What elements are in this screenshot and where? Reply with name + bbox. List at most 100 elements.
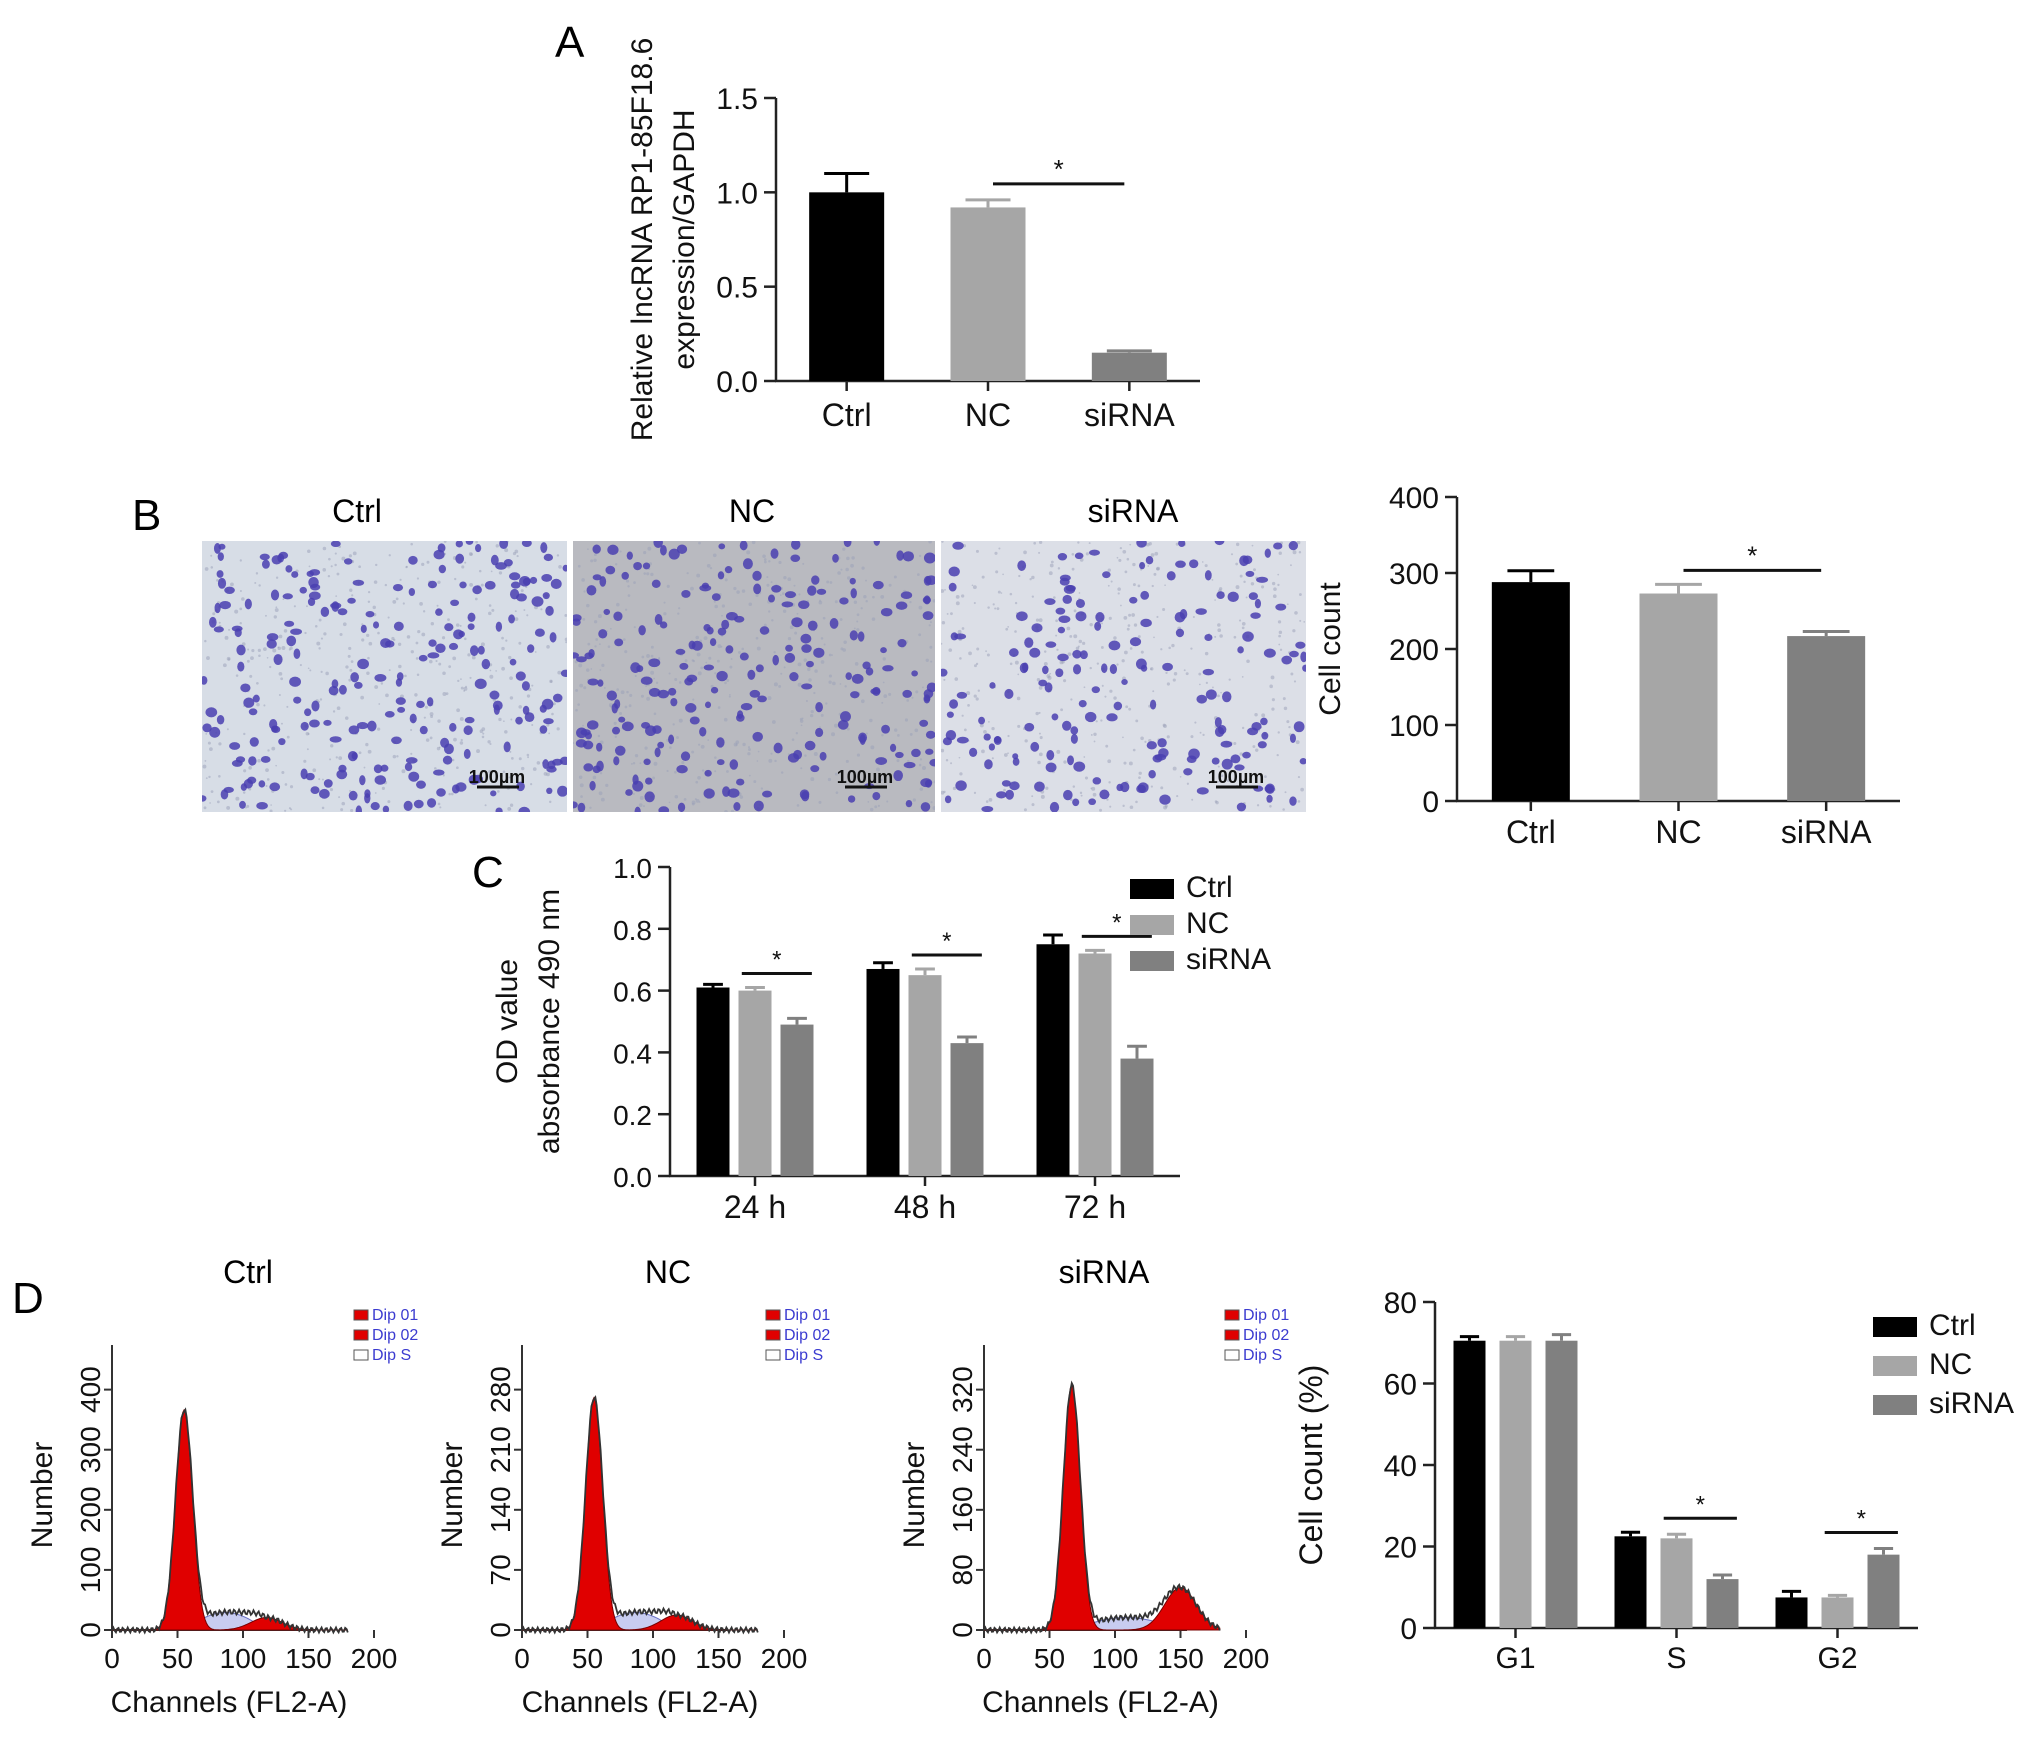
micrograph-stained-cell [356, 722, 369, 730]
micrograph-stained-cell [515, 671, 526, 681]
micrograph-stained-cell [1067, 755, 1074, 766]
micrograph-stained-cell [771, 585, 782, 593]
micrograph-stained-cell [323, 719, 332, 726]
micrograph-pore [505, 639, 508, 642]
micrograph-pore [639, 796, 644, 800]
micrograph-pore [1277, 573, 1280, 576]
micrograph-pore [1204, 564, 1208, 568]
micrograph-pore [918, 763, 922, 767]
micrograph-pore [717, 706, 721, 709]
micrograph-pore [782, 592, 785, 595]
micrograph-stained-cell [1022, 662, 1029, 673]
micrograph-pore [1104, 695, 1107, 698]
micrograph-stained-cell [742, 558, 753, 570]
micrograph-pore [374, 792, 377, 794]
micrograph-pore [1007, 625, 1010, 628]
micrograph-pore [278, 634, 283, 639]
micrograph-pore [597, 734, 601, 738]
micrograph-stained-cell [348, 790, 358, 801]
micrograph-stained-cell [699, 726, 707, 737]
micrograph-pore [918, 605, 923, 610]
flow-sirna-y-tick-label: 0 [947, 1622, 978, 1638]
micrograph-pore [581, 578, 585, 582]
micrograph-stained-cell [606, 690, 618, 701]
micrograph-pore [1166, 682, 1170, 686]
micrograph-pore [597, 614, 602, 619]
micrograph-pore [692, 698, 695, 701]
micrograph-pore [507, 806, 512, 811]
flow-nc-x-tick-label: 100 [630, 1643, 677, 1674]
micrograph-stained-cell [435, 643, 446, 654]
micrograph-pore [678, 681, 682, 684]
micrograph-pore [771, 720, 776, 724]
micrograph-stained-cell [455, 782, 467, 792]
micrograph-stained-cell [685, 703, 697, 713]
micrograph-pore [595, 638, 599, 641]
micrograph-ctrl: 100µm [202, 541, 567, 812]
micrograph-pore [663, 612, 667, 616]
micrograph-stained-cell [382, 805, 390, 812]
micrograph-stained-cell [996, 791, 1007, 799]
micrograph-pore [592, 775, 597, 780]
micrograph-pore [1271, 698, 1275, 702]
micrograph-stained-cell [435, 608, 443, 616]
micrograph-pore [575, 688, 579, 692]
micrograph-pore [839, 618, 843, 621]
micrograph-pore [1241, 626, 1245, 630]
micrograph-pore [548, 732, 551, 735]
micrograph-pore [319, 698, 323, 701]
micrograph-pore [1118, 558, 1122, 562]
micrograph-pore [417, 630, 421, 634]
micrograph-stained-cell [310, 583, 321, 591]
micrograph-pore [518, 641, 522, 645]
micrograph-pore [930, 660, 933, 663]
micrograph-pore [996, 607, 1000, 611]
micrograph-stained-cell [926, 682, 935, 693]
micrograph-stained-cell [626, 551, 633, 560]
micrograph-stained-cell [453, 629, 464, 640]
micrograph-pore [434, 767, 437, 770]
micrograph-pore [481, 735, 485, 739]
micrograph-pore [973, 694, 977, 698]
micrograph-pore [672, 723, 675, 726]
flow-nc-y-tick-label: 210 [485, 1426, 516, 1473]
micrograph-pore [1253, 568, 1256, 572]
micrograph-stained-cell [219, 600, 231, 610]
micrograph-pore [448, 665, 452, 669]
micrograph-stained-cell [1140, 590, 1150, 600]
flow-nc-legend-swatch [765, 1329, 781, 1341]
micrograph-stained-cell [213, 626, 224, 633]
micrograph-pore [1153, 636, 1155, 639]
micrograph-pore [1138, 776, 1141, 780]
micrograph-pore [266, 778, 270, 781]
micrograph-pore [630, 762, 633, 765]
micrograph-pore [1273, 587, 1277, 591]
micrograph-pore [320, 637, 324, 640]
micrograph-stained-cell [807, 585, 817, 596]
micrograph-stained-cell [597, 679, 604, 687]
micrograph-stained-cell [941, 668, 948, 677]
micrograph-pore [860, 699, 865, 704]
flow-nc-dip-01-peak [522, 1396, 758, 1631]
flow-ctrl-histogram-outline [111, 1407, 349, 1635]
micrograph-stained-cell [949, 699, 959, 709]
micrograph-stained-cell [433, 769, 445, 776]
micrograph-pore [281, 645, 286, 650]
micrograph-pore [1106, 798, 1109, 801]
micrograph-stained-cell [1205, 689, 1217, 700]
micrograph-pore [323, 632, 327, 636]
micrograph-stained-cell [586, 720, 599, 730]
micrograph-pore [358, 565, 361, 569]
micrograph-pore [414, 693, 418, 697]
chart-d-legend-label-nc: NC [1929, 1348, 1972, 1381]
micrograph-pore [358, 751, 362, 755]
micrograph-stained-cell [716, 670, 728, 682]
flow-ctrl-y-tick-label: 200 [75, 1486, 106, 1533]
micrograph-stained-cell [1159, 794, 1171, 805]
micrograph-pore [803, 658, 808, 662]
micrograph-pore [206, 656, 210, 660]
micrograph-stained-cell [286, 635, 297, 647]
micrograph-pore [896, 759, 900, 763]
micrograph-pore [598, 643, 601, 646]
